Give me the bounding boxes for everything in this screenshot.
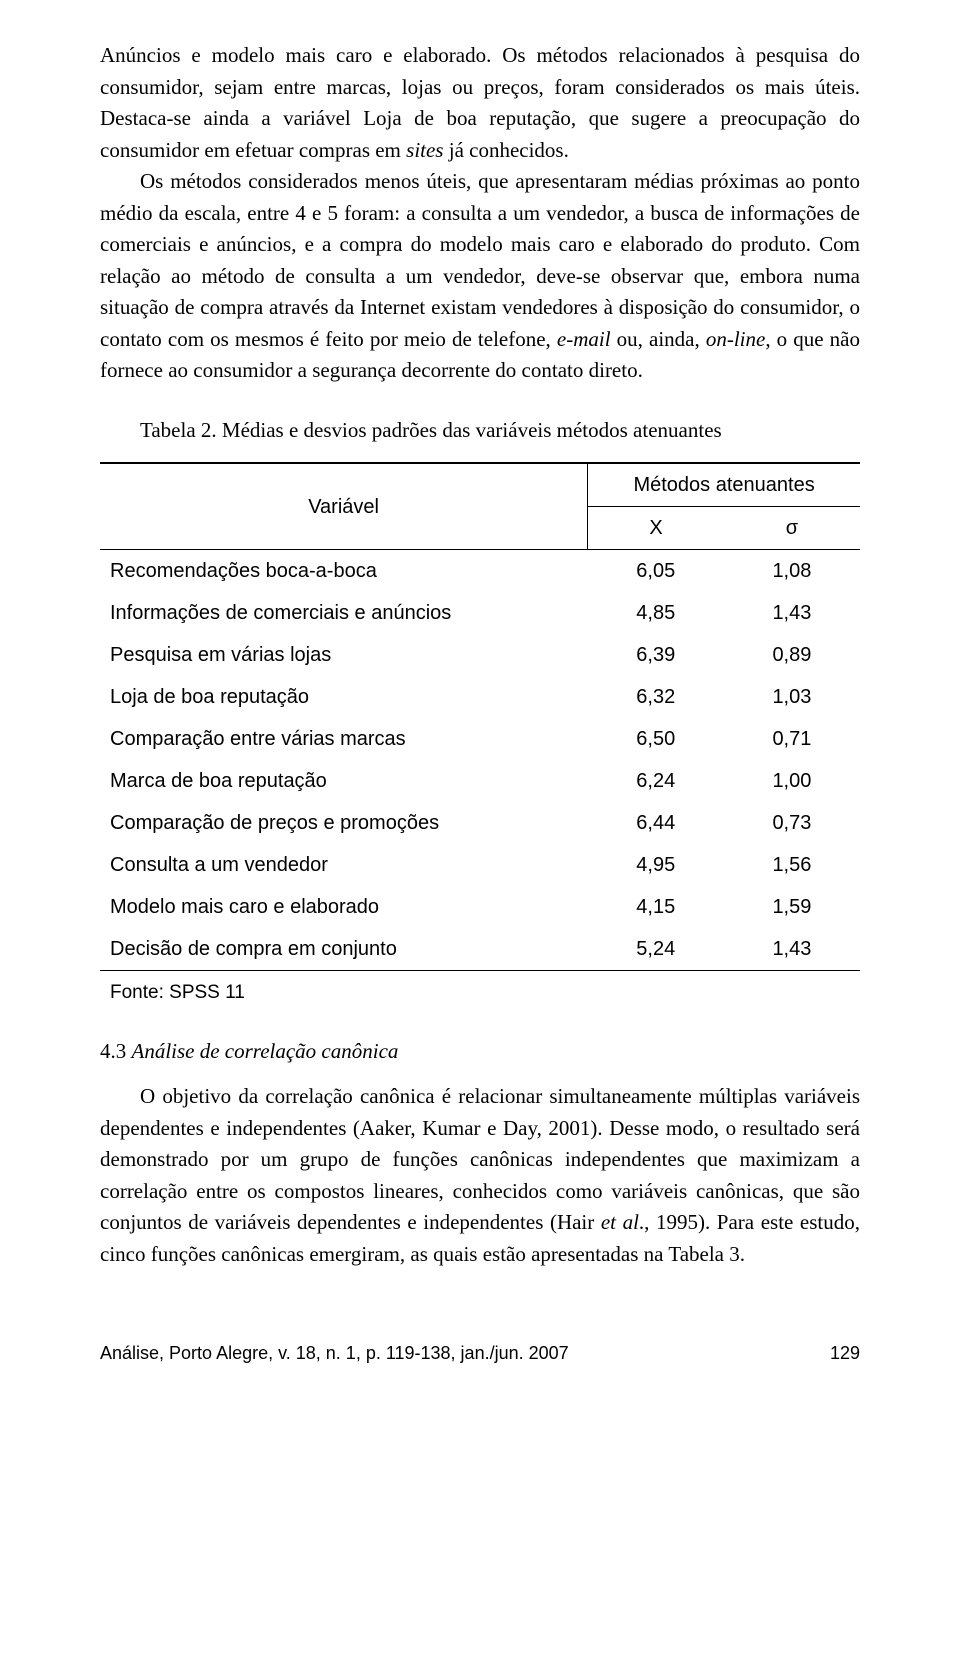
- row-s: 1,08: [724, 550, 860, 593]
- para2-email: e-mail: [557, 327, 611, 351]
- col-sigma: σ: [724, 507, 860, 550]
- paragraph-1: Anúncios e modelo mais caro e elaborado.…: [100, 40, 860, 387]
- table-source: Fonte: SPSS 11: [110, 979, 860, 1008]
- page-footer: Análise, Porto Alegre, v. 18, n. 1, p. 1…: [100, 1340, 860, 1367]
- row-s: 1,59: [724, 886, 860, 928]
- table-row: Comparação de preços e promoções6,440,73: [100, 802, 860, 844]
- row-x: 4,15: [588, 886, 724, 928]
- table-row: Recomendações boca-a-boca6,051,08: [100, 550, 860, 593]
- col-variavel: Variável: [100, 463, 588, 550]
- footer-citation: Análise, Porto Alegre, v. 18, n. 1, p. 1…: [100, 1340, 569, 1367]
- row-label: Modelo mais caro e elaborado: [100, 886, 588, 928]
- para2-a: Os métodos considerados menos úteis, que…: [100, 169, 860, 351]
- row-x: 6,05: [588, 550, 724, 593]
- table-row: Decisão de compra em conjunto5,241,43: [100, 928, 860, 971]
- para1-suffix: já conhecidos.: [443, 138, 568, 162]
- table-row: Consulta a um vendedor4,951,56: [100, 844, 860, 886]
- table-row: Informações de comerciais e anúncios4,85…: [100, 592, 860, 634]
- para3-etal: et al: [601, 1210, 639, 1234]
- section-num: 4.3: [100, 1039, 132, 1063]
- row-label: Comparação entre várias marcas: [100, 718, 588, 760]
- table-row: Loja de boa reputação6,321,03: [100, 676, 860, 718]
- row-x: 5,24: [588, 928, 724, 971]
- table-row: Modelo mais caro e elaborado4,151,59: [100, 886, 860, 928]
- row-x: 6,39: [588, 634, 724, 676]
- col-group: Métodos atenuantes: [588, 463, 860, 507]
- row-label: Pesquisa em várias lojas: [100, 634, 588, 676]
- row-x: 6,44: [588, 802, 724, 844]
- page: Anúncios e modelo mais caro e elaborado.…: [0, 0, 960, 1397]
- table-metodos-atenuantes: Variável Métodos atenuantes X σ Recomend…: [100, 462, 860, 971]
- row-s: 1,43: [724, 592, 860, 634]
- row-label: Informações de comerciais e anúncios: [100, 592, 588, 634]
- row-s: 1,56: [724, 844, 860, 886]
- para2-online: on-line: [706, 327, 765, 351]
- col-x: X: [588, 507, 724, 550]
- paragraph-3: O objetivo da correlação canônica é rela…: [100, 1081, 860, 1270]
- section-title: Análise de correlação canônica: [132, 1039, 399, 1063]
- row-s: 1,00: [724, 760, 860, 802]
- row-label: Consulta a um vendedor: [100, 844, 588, 886]
- row-x: 6,24: [588, 760, 724, 802]
- para1-italic-sites: sites: [406, 138, 443, 162]
- row-s: 0,73: [724, 802, 860, 844]
- footer-page-number: 129: [830, 1340, 860, 1367]
- section-heading: 4.3 Análise de correlação canônica: [100, 1036, 860, 1068]
- row-label: Decisão de compra em conjunto: [100, 928, 588, 971]
- table-row: Comparação entre várias marcas6,500,71: [100, 718, 860, 760]
- row-s: 1,03: [724, 676, 860, 718]
- row-label: Comparação de preços e promoções: [100, 802, 588, 844]
- row-x: 4,95: [588, 844, 724, 886]
- row-label: Marca de boa reputação: [100, 760, 588, 802]
- table-caption: Tabela 2. Médias e desvios padrões das v…: [140, 415, 860, 447]
- table-row: Pesquisa em várias lojas6,390,89: [100, 634, 860, 676]
- row-s: 0,89: [724, 634, 860, 676]
- table-row: Marca de boa reputação6,241,00: [100, 760, 860, 802]
- row-x: 6,50: [588, 718, 724, 760]
- row-x: 6,32: [588, 676, 724, 718]
- row-s: 0,71: [724, 718, 860, 760]
- row-x: 4,85: [588, 592, 724, 634]
- row-label: Loja de boa reputação: [100, 676, 588, 718]
- para2-b: ou, ainda,: [611, 327, 706, 351]
- row-s: 1,43: [724, 928, 860, 971]
- row-label: Recomendações boca-a-boca: [100, 550, 588, 593]
